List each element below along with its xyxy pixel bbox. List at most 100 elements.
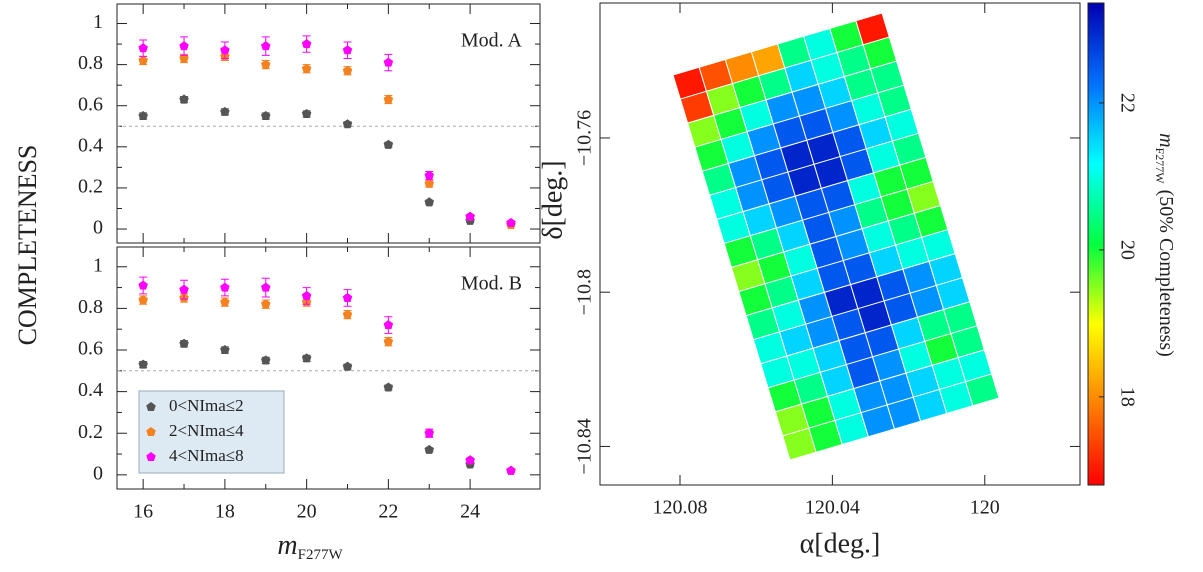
data-point xyxy=(138,110,148,121)
colorbar-text: (50% Completeness) xyxy=(1155,190,1177,357)
y-tick-label: 0 xyxy=(93,217,103,239)
marker xyxy=(261,41,271,51)
marker xyxy=(179,41,189,51)
colorbar-tick-label: 18 xyxy=(1116,387,1138,407)
x-tick-label: 16 xyxy=(133,501,153,523)
marker xyxy=(342,119,353,129)
data-point xyxy=(220,345,230,355)
data-point xyxy=(261,110,271,121)
marker xyxy=(220,45,230,55)
data-point xyxy=(383,94,394,105)
marker xyxy=(261,355,271,365)
data-point xyxy=(424,178,434,188)
data-point xyxy=(301,287,312,305)
colorbar-subscript: F277W xyxy=(1153,148,1167,185)
legend-label: 2<NIma≤4 xyxy=(169,421,244,440)
data-point xyxy=(261,299,271,309)
data-point xyxy=(342,309,353,320)
data-point xyxy=(138,276,148,295)
marker xyxy=(424,170,434,180)
data-point xyxy=(220,278,230,297)
x-label-subscript: F277W xyxy=(298,547,344,563)
marker xyxy=(506,217,516,227)
plot-frame xyxy=(116,3,541,244)
y-tick-label: 1 xyxy=(93,11,103,33)
marker xyxy=(342,45,353,55)
legend: 0<NIma≤2 2<NIma≤4 4<NIma≤8 xyxy=(138,390,285,474)
data-point xyxy=(383,336,394,347)
marker xyxy=(342,309,353,319)
y-tick-label: 0.4 xyxy=(78,134,103,156)
marker xyxy=(220,282,230,292)
marker xyxy=(342,292,353,303)
y-tick-label: −10.84 xyxy=(574,418,596,474)
marker xyxy=(424,444,434,454)
map-tile xyxy=(964,373,1000,407)
marker xyxy=(465,211,475,221)
x-tick-label: 120.08 xyxy=(653,497,708,519)
y-tick-label: 0.8 xyxy=(78,52,103,74)
x-tick-label: 22 xyxy=(378,501,398,523)
data-point xyxy=(301,108,312,118)
data-point xyxy=(179,36,189,56)
marker xyxy=(138,280,148,290)
legend-label: 0<NIma≤2 xyxy=(169,396,244,415)
x-axis-label: α[deg.] xyxy=(800,528,881,559)
plot-frame xyxy=(116,246,541,490)
y-tick-label: 0.4 xyxy=(78,379,103,401)
y-tick-label: 0.2 xyxy=(78,176,103,198)
x-tick-label: 18 xyxy=(215,501,235,523)
marker xyxy=(383,94,394,104)
data-point xyxy=(261,355,271,365)
data-point xyxy=(383,53,394,72)
data-point xyxy=(179,338,189,348)
marker xyxy=(138,55,148,65)
data-point xyxy=(506,217,516,227)
marker xyxy=(342,361,353,371)
data-point xyxy=(342,361,353,371)
data-point xyxy=(179,279,189,300)
y-axis-label: δ[deg.] xyxy=(537,160,568,239)
marker xyxy=(261,110,271,121)
y-axis-label: COMPLETENESS xyxy=(13,145,42,346)
marker xyxy=(261,59,271,69)
marker xyxy=(383,382,394,392)
marker xyxy=(179,338,189,348)
data-point xyxy=(220,41,230,59)
legend-label: 4<NIma≤8 xyxy=(169,446,244,465)
data-point xyxy=(424,444,434,454)
marker xyxy=(138,110,148,121)
data-point xyxy=(342,119,353,129)
y-tick-label: 0.6 xyxy=(78,93,103,115)
x-tick-label: 24 xyxy=(460,501,480,523)
marker xyxy=(424,197,434,207)
marker xyxy=(424,428,434,438)
data-point xyxy=(179,94,189,104)
data-point xyxy=(301,63,312,74)
marker xyxy=(506,465,516,475)
data-point xyxy=(138,359,148,369)
y-tick-label: 1 xyxy=(93,254,103,276)
marker xyxy=(465,455,475,465)
data-point xyxy=(424,197,434,207)
data-point xyxy=(465,211,475,221)
y-tick-label: 0.8 xyxy=(78,296,103,318)
marker xyxy=(301,108,312,118)
colorbar-symbol: m xyxy=(1155,133,1177,147)
data-point xyxy=(342,41,353,59)
data-point xyxy=(301,353,312,363)
x-axis-label: mF277W xyxy=(277,530,343,563)
marker xyxy=(261,282,271,292)
x-label-symbol: m xyxy=(277,530,297,561)
marker xyxy=(261,299,271,309)
marker xyxy=(179,94,189,104)
x-tick-label: 20 xyxy=(297,501,317,523)
colorbar-tick-label: 20 xyxy=(1116,240,1138,260)
panel-label: Mod. A xyxy=(461,30,523,52)
marker xyxy=(220,297,230,307)
data-point xyxy=(342,289,353,307)
marker xyxy=(301,353,312,363)
data-point xyxy=(220,297,230,307)
marker xyxy=(220,345,230,355)
